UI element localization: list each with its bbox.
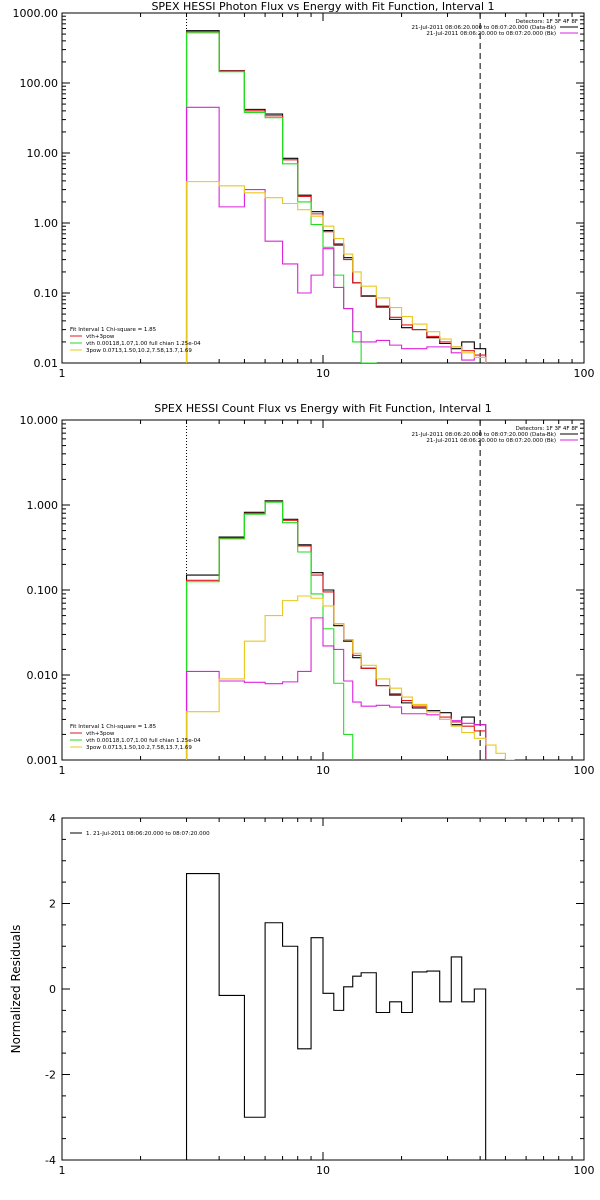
x-tick-label: 1 [59, 764, 66, 777]
y-tick-label: 10.000 [20, 414, 59, 427]
y-tick-label: 2 [49, 898, 56, 911]
legend-interval: 1. 21-Jul-2011 08:06:20.000 to 08:07:20.… [86, 831, 210, 837]
count-series-group [185, 500, 515, 760]
series-vth-3pow-step-line [185, 31, 487, 363]
y-tick-label: 0.010 [27, 669, 59, 682]
legend-fit-component: vth 0.00118,1.07,1.00 full chian 1.25e-0… [86, 341, 201, 347]
x-tick-label: 1 [59, 1164, 66, 1177]
legend-fit-component: vth+3pow [86, 731, 115, 737]
legend-time-range: 21-Jul-2011 08:06:20.000 to 08:07:20.000… [426, 31, 556, 37]
y-tick-label: 4 [49, 812, 56, 825]
legend-detectors: Detectors: 1F 3F 4F 8F [516, 19, 578, 25]
plot-frame [61, 12, 585, 364]
y-tick-label: -4 [45, 1154, 56, 1167]
series-3pow-step-line [185, 595, 515, 760]
x-tick-label: 10 [316, 1164, 330, 1177]
y-tick-label: 100.00 [20, 77, 59, 90]
x-tick-label: 100 [574, 367, 595, 380]
y-tick-label: 0.01 [34, 357, 59, 370]
resid-series-group [185, 873, 487, 1160]
legend-time-range: 21-Jul-2011 08:06:20.000 to 08:07:20.000… [426, 438, 556, 444]
y-tick-label: 1.00 [34, 217, 59, 230]
series-3pow-step-line [185, 181, 487, 363]
series-vth-step-line [185, 32, 377, 363]
y-tick-label: 1.000 [27, 499, 59, 512]
series-bk-step-line [185, 617, 487, 760]
x-tick-label: 100 [574, 1164, 595, 1177]
legend-fit-header: Fit Interval 1 Chi-square = 1.85 [70, 724, 157, 730]
legend-time-range: 21-Jul-2011 08:06:20.000 to 08:07:20.000… [412, 432, 557, 438]
y-tick-label: -2 [45, 1069, 56, 1082]
x-tick-label: 10 [316, 764, 330, 777]
y-tick-label: 0.10 [34, 287, 59, 300]
legend-fit-component: vth 0.00118,1.07,1.00 full chian 1.25e-0… [86, 738, 201, 744]
y-tick-label: 0.001 [27, 754, 59, 767]
chart-title: SPEX HESSI Photon Flux vs Energy with Fi… [151, 0, 494, 13]
series-vth-step-line [185, 501, 354, 760]
series-residuals-step-line [185, 873, 487, 1160]
count-flux-plot: SPEX HESSI Count Flux vs Energy with Fit… [20, 402, 595, 777]
legend-time-range: 21-Jul-2011 08:06:20.000 to 08:07:20.000… [412, 25, 557, 31]
series-vth-3pow-step-line [185, 500, 487, 760]
x-tick-label: 10 [316, 367, 330, 380]
legend-fit-component: 3pow 0.0713,1.50,10.2,7.58,13.7,1.69 [86, 745, 192, 751]
y-tick-label: 0 [49, 983, 56, 996]
series-bk-step-line [185, 106, 487, 363]
y-tick-label: 0.100 [27, 584, 59, 597]
legend-fit-header: Fit Interval 1 Chi-square = 1.85 [70, 327, 157, 333]
series-data-bk-step-line [185, 30, 487, 363]
legend-fit-component: vth+3pow [86, 334, 115, 340]
y-tick-label: 10.00 [27, 147, 59, 160]
photon-flux-plot: SPEX HESSI Photon Flux vs Energy with Fi… [13, 0, 595, 380]
x-tick-label: 100 [574, 764, 595, 777]
photon-series-group [185, 30, 487, 363]
chart-title: SPEX HESSI Count Flux vs Energy with Fit… [154, 402, 491, 415]
legend-detectors: Detectors: 1F 3F 4F 8F [516, 426, 578, 432]
y-axis-label: Normalized Residuals [9, 925, 23, 1054]
series-data-bk-step-line [185, 500, 487, 760]
x-tick-label: 1 [59, 367, 66, 380]
legend-fit-component: 3pow 0.0713,1.50,10.2,7.58,13.7,1.69 [86, 348, 192, 354]
residuals-plot: 1 10 100 -4 -2 0 2 4 Normalized Residuals 1. 21-J… [9, 812, 595, 1177]
y-tick-label: 1000.00 [13, 7, 59, 20]
